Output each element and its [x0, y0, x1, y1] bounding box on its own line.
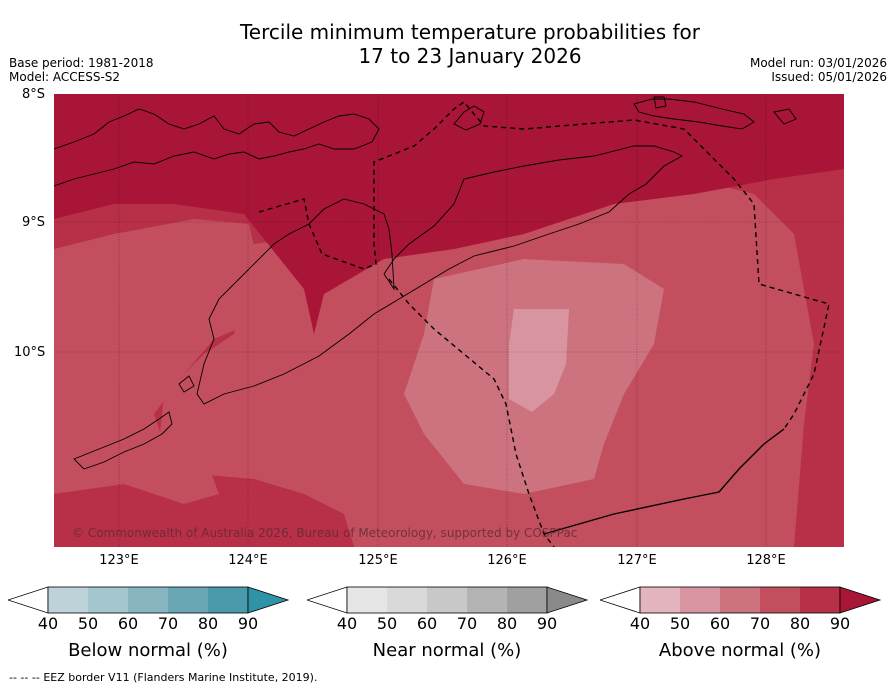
lat-label-10s: 10°S [14, 345, 46, 360]
colorbar-segment [640, 587, 680, 613]
colorbar-segment [760, 587, 800, 613]
colorbar-arrow-high [546, 586, 589, 614]
colorbar-segment [88, 587, 128, 613]
title-line-1: Tercile minimum temperature probabilitie… [239, 20, 701, 44]
colorbar-segment [427, 587, 467, 613]
colorbar-label-below: Below normal (%) [68, 640, 228, 661]
colorbar-below-normal [8, 586, 290, 614]
colorbar-label-above: Above normal (%) [658, 640, 822, 661]
cb2-tick: 40 [629, 614, 651, 633]
cb1-tick: 70 [456, 614, 478, 633]
cb1-tick: 50 [376, 614, 398, 633]
footer-legend: -- -- -- EEZ border V11 (Flanders Marine… [9, 671, 317, 684]
rote-coastline [73, 411, 173, 470]
lon-label-128e: 128°E [746, 553, 786, 568]
timor-coastline [196, 145, 683, 405]
cb0-tick: 50 [77, 614, 99, 633]
lon-label-123e: 123°E [99, 553, 139, 568]
colorbar-label-near: Near normal (%) [372, 640, 522, 661]
colorbar-arrow-high [247, 586, 290, 614]
cb0-tick: 90 [237, 614, 259, 633]
colorbar-near-normal [307, 586, 589, 614]
cb0-tick: 40 [37, 614, 59, 633]
base-period: Base period: 1981-2018 [9, 56, 154, 70]
prob-region-above-90 [54, 94, 844, 334]
colorbar-swatches [600, 586, 882, 614]
cb0-tick: 70 [157, 614, 179, 633]
cb2-tick: 50 [669, 614, 691, 633]
eez-line-symbol: -- -- -- [9, 671, 40, 684]
colorbar-segment [208, 587, 248, 613]
islet-coastline [178, 375, 195, 393]
lon-label-124e: 124°E [228, 553, 268, 568]
eez-border-west [388, 278, 555, 547]
prob-region-50-60 [509, 309, 569, 412]
cb1-tick: 60 [416, 614, 438, 633]
wetar-coastline [633, 98, 755, 130]
lon-label-125e: 125°E [358, 553, 398, 568]
colorbar-swatches [307, 586, 589, 614]
colorbar-ticks: 40 50 60 70 80 90 40 50 60 70 80 90 40 5… [0, 614, 896, 634]
colorbar-segment [168, 587, 208, 613]
colorbar-above-normal [600, 586, 882, 614]
colorbar-segment [48, 587, 88, 613]
colorbar-swatches [8, 586, 290, 614]
colorbar-arrow-low [8, 586, 49, 614]
lat-label-9s: 9°S [22, 215, 46, 230]
colorbar-arrow-low [307, 586, 348, 614]
eez-border-south [543, 428, 785, 535]
model-run: Model run: 03/01/2026 [749, 56, 887, 70]
cb1-tick: 80 [496, 614, 518, 633]
colorbar-arrow-low [600, 586, 641, 614]
colorbar-segment [800, 587, 840, 613]
cb0-tick: 80 [197, 614, 219, 633]
issued-date: Issued: 05/01/2026 [771, 70, 887, 84]
colorbar-segment [347, 587, 387, 613]
title-line-2: 17 to 23 January 2026 [358, 44, 582, 68]
colorbar-arrow-high [839, 586, 882, 614]
colorbar-segment [128, 587, 168, 613]
cb1-tick: 40 [336, 614, 358, 633]
cb1-tick: 90 [536, 614, 558, 633]
small-island-coastline [773, 108, 797, 125]
graticule [54, 94, 844, 547]
copyright-notice: © Commonwealth of Australia 2026, Bureau… [72, 526, 577, 540]
island-coastline [453, 105, 485, 131]
colorbar-segment [507, 587, 547, 613]
eez-source: EEZ border V11 (Flanders Marine Institut… [43, 671, 318, 684]
small-island-coastline [653, 96, 667, 109]
colorbar-segment [467, 587, 507, 613]
colorbar-segment [720, 587, 760, 613]
cb2-tick: 80 [789, 614, 811, 633]
lon-label-126e: 126°E [487, 553, 527, 568]
cb2-tick: 60 [709, 614, 731, 633]
coastlines [54, 96, 797, 470]
lat-label-8s: 8°S [22, 87, 46, 102]
lon-label-127e: 127°E [617, 553, 657, 568]
colorbar-segment [680, 587, 720, 613]
cb2-tick: 90 [829, 614, 851, 633]
probability-map: © Commonwealth of Australia 2026, Bureau… [54, 94, 844, 547]
map-title: Tercile minimum temperature probabilitie… [0, 20, 896, 68]
prob-region-70-80-west [54, 219, 259, 504]
colorbar-segment [387, 587, 427, 613]
model-name: Model: ACCESS-S2 [9, 70, 121, 84]
northern-islands-coastline [54, 108, 380, 187]
eez-border-north [258, 101, 830, 430]
cb2-tick: 70 [749, 614, 771, 633]
cb0-tick: 60 [117, 614, 139, 633]
